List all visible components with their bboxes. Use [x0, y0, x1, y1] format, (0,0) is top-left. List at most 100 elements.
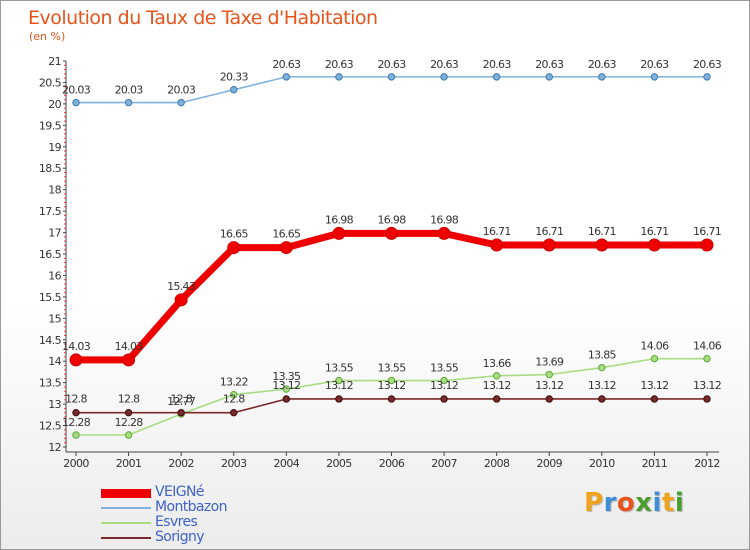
data-point [703, 395, 711, 403]
legend-item: Sorigny [101, 529, 301, 546]
data-point [282, 395, 291, 403]
data-label: 13.12 [378, 379, 406, 392]
legend: VEIGNé Montbazon Esvres Sorigny [101, 484, 301, 546]
data-point [122, 353, 136, 367]
legend-swatch [101, 507, 151, 509]
x-tick-label: 2012 [694, 457, 720, 470]
data-label: 13.12 [272, 379, 300, 392]
y-tick-label: 19.5 [39, 119, 62, 132]
y-tick-label: 18 [48, 184, 61, 197]
x-tick-label: 2004 [274, 457, 300, 470]
x-tick-label: 2011 [642, 457, 668, 470]
data-point [545, 395, 553, 403]
data-point [703, 354, 711, 363]
x-tick-label: 2007 [431, 457, 457, 470]
data-point [230, 408, 238, 417]
x-tick-label: 2006 [379, 457, 405, 470]
data-label: 16.98 [378, 213, 407, 226]
data-point [598, 395, 606, 403]
data-point [545, 370, 553, 379]
y-tick-label: 16.5 [39, 248, 62, 261]
data-point [598, 363, 606, 372]
legend-item: Esvres [101, 514, 301, 531]
y-tick-label: 17.5 [39, 205, 62, 218]
series-line [76, 229, 707, 364]
data-label: 16.71 [535, 225, 563, 238]
data-point [440, 376, 448, 385]
y-tick-label: 13 [48, 398, 61, 411]
data-label: 13.69 [535, 356, 564, 369]
x-tick-label: 2010 [589, 457, 615, 470]
legend-swatch [101, 537, 151, 539]
data-point [440, 395, 448, 403]
data-label: 13.22 [220, 376, 248, 389]
data-point [700, 238, 714, 252]
data-label: 13.85 [588, 349, 617, 362]
data-point [332, 226, 346, 240]
logo-letter: t [661, 488, 675, 518]
legend-swatch [101, 488, 151, 498]
data-label: 20.63 [430, 58, 459, 71]
data-point [227, 241, 241, 255]
data-point [230, 390, 238, 399]
legend-label: Esvres [155, 514, 198, 530]
y-tick-label: 18.5 [39, 162, 62, 175]
data-point [440, 73, 448, 81]
data-label: 12.8 [118, 393, 140, 406]
logo-letter: x [635, 488, 653, 518]
y-tick-label: 14 [48, 355, 61, 368]
data-point [174, 293, 188, 307]
y-tick-label: 15.5 [39, 291, 62, 304]
data-label: 16.65 [220, 228, 249, 241]
data-label: 20.03 [62, 84, 91, 97]
data-point [279, 241, 293, 255]
proxiti-logo: Proxiti [584, 488, 684, 518]
data-point [177, 98, 185, 107]
chart-title: Evolution du Taux de Taxe d'Habitation [28, 7, 378, 29]
data-label: 14.06 [693, 340, 722, 353]
data-label: 13.12 [693, 379, 721, 392]
data-point [385, 226, 398, 240]
data-point [595, 238, 609, 252]
data-point [72, 98, 80, 107]
y-tick-label: 17 [48, 227, 61, 240]
legend-label: VEIGNé [155, 484, 204, 500]
data-point [124, 431, 133, 439]
y-tick-label: 19 [48, 141, 61, 154]
x-tick-label: 2002 [168, 457, 194, 470]
data-label: 13.12 [588, 379, 616, 392]
series-montbazon [72, 73, 711, 107]
logo-letter: i [652, 488, 662, 518]
data-label: 13.12 [430, 379, 458, 392]
data-point [598, 73, 606, 81]
data-label: 14.03 [115, 340, 144, 353]
y-tick-label: 20 [48, 98, 61, 111]
data-point [282, 385, 291, 393]
x-tick-label: 2008 [484, 457, 510, 470]
y-tick-label: 15 [48, 312, 61, 325]
x-tick-label: 2001 [116, 457, 142, 470]
data-point [335, 395, 343, 403]
y-tick-label: 20.5 [39, 76, 62, 89]
data-label: 14.06 [640, 340, 669, 353]
data-label: 13.12 [535, 379, 563, 392]
logo-letter: P [584, 488, 604, 518]
data-point [230, 86, 238, 94]
data-point [650, 73, 659, 81]
legend-label: Montbazon [155, 499, 227, 515]
data-label: 13.55 [430, 362, 459, 375]
data-label: 13.35 [272, 370, 301, 383]
data-point [69, 353, 83, 367]
data-label: 13.12 [640, 379, 668, 392]
data-label: 20.03 [115, 84, 144, 97]
logo-letter: i [674, 488, 685, 518]
data-point [335, 73, 343, 81]
x-tick-label: 2005 [326, 457, 352, 470]
x-tick-label: 2000 [63, 457, 89, 470]
y-tick-label: 21 [48, 55, 61, 68]
data-label: 20.03 [167, 84, 196, 97]
x-tick-label: 2009 [536, 457, 562, 470]
data-label: 13.55 [378, 362, 407, 375]
data-point [72, 408, 80, 417]
